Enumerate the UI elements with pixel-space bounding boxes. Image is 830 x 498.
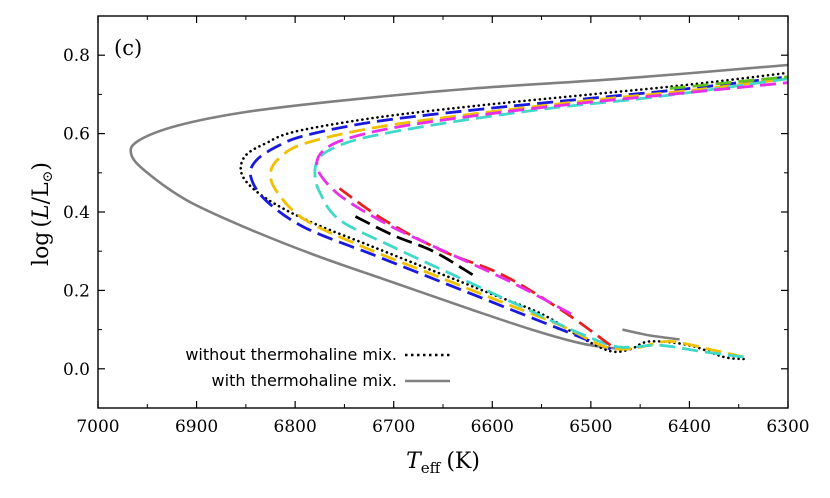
x-axis-label-sub: eff bbox=[421, 459, 442, 477]
y-axis-label-prefix: log bbox=[29, 232, 54, 266]
series-line-1 bbox=[622, 328, 680, 341]
series-group bbox=[129, 63, 790, 361]
x-tick-label: 6400 bbox=[668, 417, 711, 437]
series-line-7 bbox=[338, 187, 612, 347]
x-axis-label: Teff (K) bbox=[406, 449, 480, 477]
y-tick-label: 0.0 bbox=[63, 360, 90, 380]
y-axis-label: log(L/L⊙) bbox=[29, 162, 56, 266]
y-tick-label: 0.4 bbox=[63, 203, 90, 223]
series-line-4 bbox=[269, 77, 789, 359]
x-tick-label: 6600 bbox=[471, 417, 514, 437]
ticks-group: 7000 6900 6800 6700 6600 6500 6400 6300 0.0 0.2 0.… bbox=[63, 15, 810, 437]
y-axis-label-L: L bbox=[29, 204, 54, 220]
series-line-8 bbox=[315, 81, 789, 316]
legend-entry-label-1: with thermohaline mix. bbox=[212, 371, 397, 390]
panel-label: (c) bbox=[114, 36, 142, 60]
series-line-9 bbox=[669, 75, 789, 90]
x-tick-label: 6300 bbox=[766, 417, 809, 437]
series-line-0 bbox=[129, 63, 789, 350]
y-tick-label: 0.8 bbox=[63, 46, 90, 66]
x-tick-label: 6800 bbox=[274, 417, 317, 437]
legend: without thermohaline mix. with thermohal… bbox=[185, 345, 450, 390]
y-axis-label-sun: ⊙ bbox=[40, 171, 56, 183]
x-tick-label: 6700 bbox=[372, 417, 415, 437]
y-axis-label-Lsun: L bbox=[29, 182, 54, 197]
y-tick-label: 0.6 bbox=[63, 125, 90, 145]
x-tick-label: 7000 bbox=[76, 417, 119, 437]
x-axis-label-main: T bbox=[406, 449, 423, 474]
series-line-6 bbox=[313, 77, 789, 359]
legend-entry-label-0: without thermohaline mix. bbox=[185, 345, 397, 364]
x-tick-label: 6900 bbox=[175, 417, 218, 437]
series-line-3 bbox=[248, 75, 789, 351]
series-line-2 bbox=[239, 71, 790, 361]
x-tick-label: 6500 bbox=[569, 417, 612, 437]
x-axis-label-unit: (K) bbox=[446, 449, 480, 474]
y-tick-label: 0.2 bbox=[63, 281, 90, 301]
